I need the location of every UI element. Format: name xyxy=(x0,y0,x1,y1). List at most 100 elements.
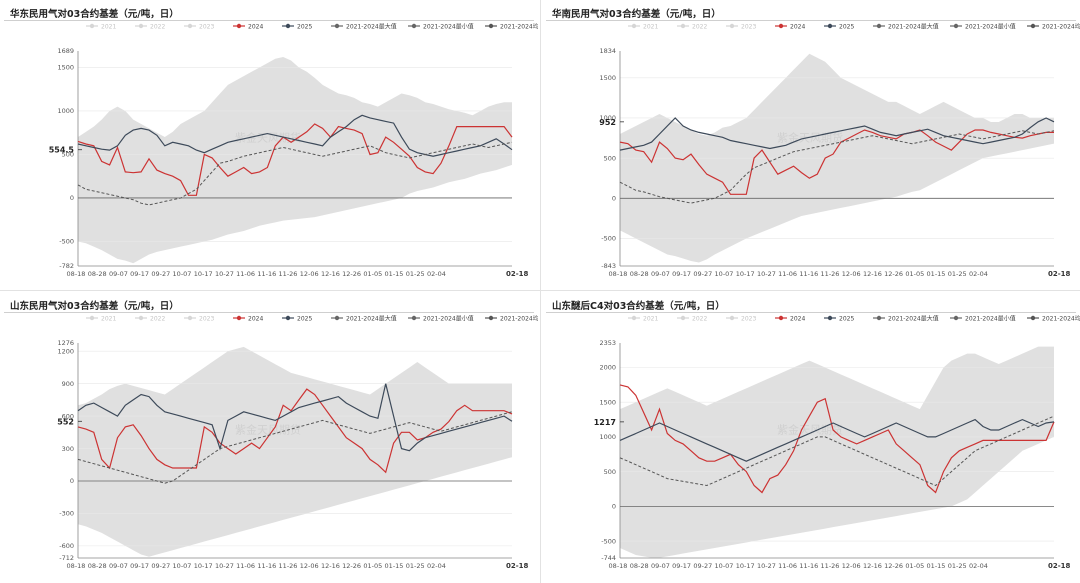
x-tick-label: 10-17 xyxy=(736,270,755,278)
legend-swatch-dot xyxy=(285,23,291,29)
legend-swatch-dot xyxy=(411,23,417,29)
y-tick-label: -600 xyxy=(59,542,74,550)
x-tick-label: 12-26 xyxy=(342,270,361,278)
x-tick-label: 10-17 xyxy=(194,270,213,278)
x-tick-label: 11-16 xyxy=(799,270,818,278)
legend-item: 2025 xyxy=(282,315,312,322)
series-line-2021-2024均值 xyxy=(619,415,1055,487)
legend-label: 2021-2024最大值 xyxy=(888,314,939,322)
x-tick-label: 01-25 xyxy=(948,562,967,570)
x-tick-label: 12-26 xyxy=(884,270,903,278)
legend: 2021 2022 2023 2024 2025 2021-2024最大值 2021-202… xyxy=(86,22,538,30)
legend-item: 2021-2024均值 xyxy=(485,22,538,30)
legend-swatch-dot xyxy=(1030,23,1036,29)
y-tick-label: -843 xyxy=(601,262,616,270)
legend-item: 2023 xyxy=(726,315,756,322)
y-tick-label: -300 xyxy=(59,510,74,518)
y-tick-label: 0 xyxy=(70,477,74,485)
x-tick-label: 02-04 xyxy=(969,562,988,570)
legend-item: 2022 xyxy=(135,315,165,322)
legend-label: 2022 xyxy=(150,315,165,322)
x-tick-label: 09-17 xyxy=(130,270,149,278)
legend-swatch-dot xyxy=(729,23,735,29)
y-tick-label: 0 xyxy=(612,194,616,202)
x-tick-label: 10-07 xyxy=(715,562,734,570)
x-tick-label: 11-26 xyxy=(821,562,840,570)
legend-swatch-dot xyxy=(138,315,144,321)
chart-svg: 2021 2022 2023 2024 2025 2021-2024最大值 2021-202… xyxy=(57,314,538,570)
chart-panel-shandong-c4: 山东醚后C4对03合约基差（元/吨，日） 2021 2022 2023 2024 202… xyxy=(542,292,1080,582)
series-line-2021-2024均值 xyxy=(77,141,513,206)
y-tick-label: -782 xyxy=(59,262,74,270)
series-line-2025 xyxy=(619,117,1055,151)
legend-label: 2022 xyxy=(150,23,165,30)
series-line-2024 xyxy=(619,129,1054,195)
x-tick-label: 10-07 xyxy=(173,562,192,570)
legend-item: 2022 xyxy=(677,315,707,322)
legend-swatch-dot xyxy=(236,315,242,321)
legend-item: 2021-2024均值 xyxy=(1027,314,1080,322)
y-tick-label: -500 xyxy=(601,537,616,545)
x-tick-label: 01-05 xyxy=(363,562,382,570)
horizontal-divider xyxy=(0,290,1080,291)
x-tick-label: 01-05 xyxy=(905,270,924,278)
legend-swatch-dot xyxy=(631,315,637,321)
legend-item: 2021 xyxy=(628,23,658,30)
legend-item: 2021-2024均值 xyxy=(485,314,538,322)
y-tick-label: 0 xyxy=(612,503,616,511)
legend-item: 2023 xyxy=(726,23,756,30)
legend-label: 2021 xyxy=(101,23,116,30)
current-value-label: 1217 xyxy=(594,418,616,427)
x-tick-label: 02-04 xyxy=(969,270,988,278)
legend-label: 2023 xyxy=(199,23,214,30)
legend-swatch-dot xyxy=(334,315,340,321)
legend-label: 2025 xyxy=(839,23,854,30)
x-tick-label: 11-26 xyxy=(821,270,840,278)
y-tick-label: 1200 xyxy=(57,347,74,355)
x-tick-label: 01-15 xyxy=(385,270,404,278)
legend: 2021 2022 2023 2024 2025 2021-2024最大值 2021-202… xyxy=(86,314,538,322)
y-tick-label: 1834 xyxy=(599,47,616,55)
legend-item: 2025 xyxy=(824,23,854,30)
x-tick-label: 02-18 xyxy=(506,562,529,570)
current-value-label: 552 xyxy=(57,417,74,426)
legend-item: 2021-2024最小值 xyxy=(950,314,1016,322)
legend-item: 2022 xyxy=(677,23,707,30)
legend-swatch-dot xyxy=(138,23,144,29)
legend-item: 2024 xyxy=(233,23,263,30)
title-rule xyxy=(4,312,534,313)
x-tick-label: 01-05 xyxy=(363,270,382,278)
x-tick-label: 08-28 xyxy=(630,270,649,278)
x-tick-label: 02-18 xyxy=(1048,562,1071,570)
x-tick-label: 01-25 xyxy=(406,270,425,278)
legend-label: 2023 xyxy=(199,315,214,322)
x-tick-label: 02-04 xyxy=(427,270,446,278)
x-tick-label: 09-07 xyxy=(109,562,128,570)
legend-label: 2021-2024最小值 xyxy=(965,314,1016,322)
y-tick-label: -500 xyxy=(59,238,74,246)
x-tick-label: 12-16 xyxy=(863,270,882,278)
x-tick-label: 09-17 xyxy=(130,562,149,570)
y-tick-label: -744 xyxy=(601,554,616,562)
legend-swatch-dot xyxy=(876,315,882,321)
legend-swatch-dot xyxy=(953,23,959,29)
title-rule xyxy=(4,20,534,21)
legend-label: 2021-2024均值 xyxy=(500,314,538,322)
legend-swatch-dot xyxy=(89,315,95,321)
legend-label: 2021 xyxy=(643,315,658,322)
x-tick-label: 12-06 xyxy=(300,562,319,570)
x-tick-label: 11-16 xyxy=(257,562,276,570)
legend-item: 2022 xyxy=(135,23,165,30)
legend-item: 2023 xyxy=(184,315,214,322)
x-tick-label: 09-07 xyxy=(651,270,670,278)
y-tick-label: 1000 xyxy=(599,433,616,441)
x-tick-label: 12-26 xyxy=(342,562,361,570)
y-tick-label: 1000 xyxy=(57,107,74,115)
legend-label: 2021-2024最小值 xyxy=(423,314,474,322)
legend-label: 2021-2024最小值 xyxy=(423,22,474,30)
legend-swatch-dot xyxy=(631,23,637,29)
x-tick-label: 08-18 xyxy=(609,562,628,570)
series-line-2025 xyxy=(77,114,513,157)
y-tick-label: 2353 xyxy=(599,339,616,347)
watermark: 紫金天风期货 xyxy=(235,422,301,436)
